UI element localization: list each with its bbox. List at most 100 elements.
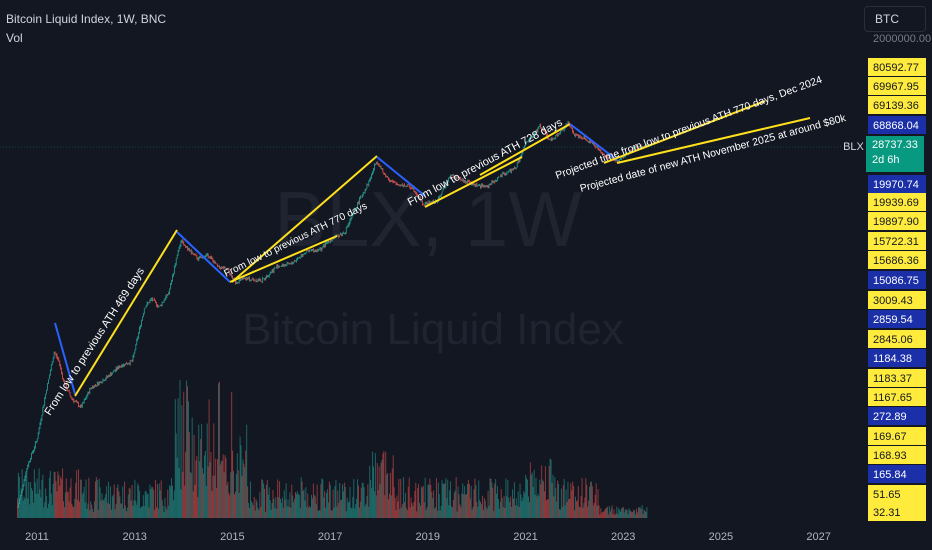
volume-bar bbox=[289, 492, 291, 518]
volume-bar bbox=[549, 458, 551, 518]
trendline-yellow-projection-1[interactable] bbox=[603, 100, 766, 164]
volume-bar bbox=[392, 455, 394, 518]
volume-bar bbox=[252, 505, 254, 518]
volume-bar bbox=[390, 495, 392, 518]
volume-bar bbox=[26, 470, 28, 518]
trendline-blue-2018-drop[interactable] bbox=[376, 156, 426, 197]
volume-bar bbox=[63, 507, 65, 518]
volume-bar bbox=[520, 494, 522, 518]
volume-bar bbox=[326, 489, 328, 518]
trendline-blue-2011-drop[interactable] bbox=[54, 322, 76, 395]
trendline-blue-2014-drop[interactable] bbox=[176, 231, 231, 283]
volume-bar bbox=[461, 493, 463, 518]
volume-bar bbox=[464, 486, 466, 518]
volume-bar bbox=[304, 500, 306, 518]
time-axis[interactable]: 2011 2013 2015 2017 2019 2021 2023 2025 2027 bbox=[25, 531, 831, 543]
volume-indicator-label[interactable]: Vol bbox=[6, 31, 23, 45]
volume-bar bbox=[20, 488, 22, 518]
volume-bar bbox=[491, 482, 493, 518]
trendline-yellow-2015-low[interactable] bbox=[229, 235, 338, 283]
volume-bar bbox=[114, 509, 116, 518]
volume-bar bbox=[17, 472, 19, 518]
trendline-yellow-2021-rise[interactable] bbox=[479, 123, 571, 176]
volume-bar bbox=[98, 478, 100, 518]
volume-bar bbox=[133, 500, 135, 518]
volume-bar bbox=[600, 508, 602, 518]
volume-bar bbox=[314, 496, 316, 518]
volume-bar bbox=[274, 508, 276, 518]
volume-bar bbox=[228, 492, 230, 518]
volume-bar bbox=[281, 497, 283, 518]
volume-bar bbox=[99, 487, 101, 518]
volume-bar bbox=[586, 484, 588, 518]
trendline-yellow-2019-low[interactable] bbox=[424, 156, 523, 208]
volume-bar bbox=[256, 501, 258, 518]
trendline-yellow-2017-rise[interactable] bbox=[231, 155, 378, 283]
volume-bar bbox=[381, 459, 383, 518]
volume-bar bbox=[183, 391, 185, 518]
volume-bar bbox=[404, 492, 406, 518]
trendlines[interactable] bbox=[54, 100, 811, 397]
volume-bar bbox=[71, 503, 73, 518]
volume-bar bbox=[619, 509, 621, 518]
volume-bar bbox=[303, 489, 305, 518]
volume-bar bbox=[389, 473, 391, 518]
volume-bar bbox=[353, 479, 355, 518]
volume-bar bbox=[115, 503, 117, 518]
volume-bar bbox=[50, 493, 52, 518]
price-scale-label: 1184.38 bbox=[873, 353, 912, 365]
price-label-bg bbox=[868, 96, 926, 114]
volume-bar bbox=[212, 475, 214, 518]
price-label-bg bbox=[868, 116, 926, 134]
volume-bar bbox=[244, 467, 246, 518]
volume-bar bbox=[23, 496, 25, 518]
volume-bar bbox=[641, 505, 643, 518]
volume-bar bbox=[629, 510, 631, 518]
volume-bar bbox=[614, 514, 616, 518]
volume-bar bbox=[227, 481, 229, 518]
volume-bar bbox=[603, 511, 605, 518]
volume-bar bbox=[121, 503, 123, 518]
volume-bar bbox=[128, 487, 130, 518]
volume-bar bbox=[595, 483, 597, 518]
price-scale-label: 15722.31 bbox=[873, 236, 919, 248]
volume-bar bbox=[424, 477, 426, 518]
trendline-blue-2022-drop[interactable] bbox=[569, 123, 618, 161]
symbol-title[interactable]: Bitcoin Liquid Index, 1W, BNC bbox=[6, 12, 167, 26]
volume-bar bbox=[220, 460, 222, 518]
price-scale-label: 80592.77 bbox=[873, 62, 919, 74]
volume-bar bbox=[364, 506, 366, 518]
volume-bar bbox=[250, 501, 252, 518]
volume-bar bbox=[605, 508, 607, 518]
volume-bar bbox=[89, 510, 91, 518]
volume-bar bbox=[62, 501, 64, 518]
volume-bar bbox=[542, 479, 544, 518]
volume-bar bbox=[338, 502, 340, 518]
x-tick-label: 2027 bbox=[806, 531, 830, 543]
volume-bar bbox=[580, 495, 582, 518]
volume-bar bbox=[625, 509, 627, 518]
volume-bar bbox=[54, 472, 56, 518]
symbol-search-box[interactable]: BTC bbox=[864, 6, 926, 32]
volume-bar bbox=[497, 498, 499, 518]
volume-bar bbox=[628, 508, 630, 518]
trendline-yellow-projection-2[interactable] bbox=[616, 117, 811, 164]
price-scale-label: 69967.95 bbox=[873, 81, 919, 93]
volume-bar bbox=[140, 506, 142, 518]
trendline-yellow-2013-rise[interactable] bbox=[74, 229, 178, 397]
volume-bar bbox=[513, 482, 515, 518]
x-tick-label: 2015 bbox=[220, 531, 244, 543]
volume-bar bbox=[310, 507, 312, 518]
volume-bar bbox=[255, 499, 257, 518]
volume-bar bbox=[140, 507, 142, 518]
volume-bar bbox=[420, 486, 422, 518]
volume-bar bbox=[152, 487, 154, 518]
volume-bar bbox=[319, 510, 321, 518]
volume-bar bbox=[472, 506, 474, 518]
volume-bar bbox=[204, 450, 206, 518]
volume-bar bbox=[323, 497, 325, 518]
volume-bar bbox=[169, 485, 171, 518]
volume-bar bbox=[360, 487, 362, 518]
